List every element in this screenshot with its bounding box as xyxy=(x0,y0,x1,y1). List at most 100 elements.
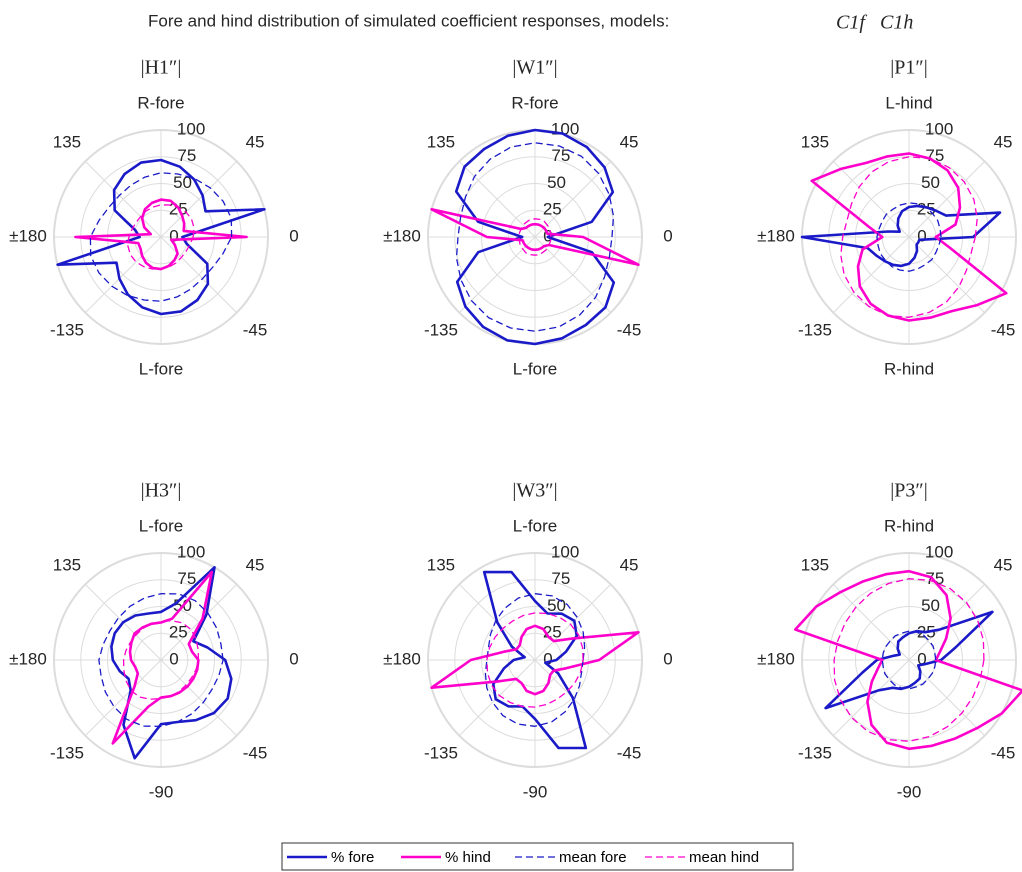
series-line xyxy=(98,593,224,727)
r-tick-label: 100 xyxy=(551,542,579,561)
series-line xyxy=(484,593,586,727)
theta-tick-label: -135 xyxy=(798,744,832,763)
theta-tick-label: -90 xyxy=(523,782,548,801)
series-line xyxy=(110,566,233,760)
series-line xyxy=(840,156,978,318)
r-tick-label: 50 xyxy=(173,173,192,192)
theta-tick-label: 45 xyxy=(994,555,1013,574)
theta-tick-label: 135 xyxy=(53,555,81,574)
theta-tick-label: -135 xyxy=(50,321,84,340)
theta-tick-label: ±180 xyxy=(383,226,421,245)
chart-title: |H3″| xyxy=(141,480,182,502)
grid-spoke xyxy=(458,236,536,314)
series-line xyxy=(482,570,588,750)
r-tick-label: 100 xyxy=(177,119,205,138)
series-line xyxy=(122,620,200,700)
model-label: C1f xyxy=(836,12,867,34)
r-tick-label: 50 xyxy=(921,596,940,615)
theta-tick-label: 135 xyxy=(427,555,455,574)
series-line xyxy=(518,218,552,256)
grid-spoke xyxy=(534,160,612,238)
theta-tick-label: 135 xyxy=(801,555,829,574)
r-tick-label: 75 xyxy=(551,146,570,165)
series-line xyxy=(454,128,616,346)
r-tick-label: 75 xyxy=(177,146,196,165)
chart-title: |W3″| xyxy=(512,480,557,502)
theta-tick-label: -45 xyxy=(243,744,268,763)
chart-title: |W1″| xyxy=(512,57,557,79)
theta-tick-label: L-fore xyxy=(513,359,557,378)
series-line xyxy=(794,569,1022,751)
r-tick-label: 25 xyxy=(543,200,562,219)
series-line xyxy=(876,202,942,272)
theta-tick-label: L-fore xyxy=(513,516,557,535)
theta-tick-label: 45 xyxy=(246,555,265,574)
legend-label: % fore xyxy=(331,849,374,866)
series-line xyxy=(833,578,985,742)
grid-spoke xyxy=(160,583,238,661)
grid-spoke xyxy=(458,659,536,737)
theta-tick-label: 135 xyxy=(801,132,829,151)
legend-label: mean fore xyxy=(559,849,627,866)
r-tick-label: 25 xyxy=(917,200,936,219)
legend-label: mean hind xyxy=(689,849,759,866)
series-line xyxy=(881,630,937,690)
series-line xyxy=(810,152,1008,322)
theta-tick-label: L-hind xyxy=(885,93,932,112)
r-tick-label: 75 xyxy=(177,569,196,588)
theta-tick-label: 0 xyxy=(289,226,298,245)
chart-title: |H1″| xyxy=(141,57,182,79)
grid-spoke xyxy=(458,160,536,238)
grid-spoke xyxy=(832,659,910,737)
grid-spoke xyxy=(160,236,238,314)
theta-tick-label: -45 xyxy=(991,321,1016,340)
grid-spoke xyxy=(534,583,612,661)
r-tick-label: 50 xyxy=(921,173,940,192)
theta-tick-label: -45 xyxy=(243,321,268,340)
theta-tick-label: ±180 xyxy=(9,226,47,245)
r-tick-label: 75 xyxy=(925,569,944,588)
grid-spoke xyxy=(84,659,162,737)
theta-tick-label: -135 xyxy=(424,321,458,340)
series-line xyxy=(127,204,195,270)
theta-tick-label: R-hind xyxy=(884,516,934,535)
r-tick-label: 0 xyxy=(917,226,926,245)
r-tick-label: 0 xyxy=(169,649,178,668)
grid-spoke xyxy=(908,583,986,661)
theta-tick-label: L-fore xyxy=(139,359,183,378)
grid-spoke xyxy=(908,160,986,238)
r-tick-label: 0 xyxy=(917,649,926,668)
theta-tick-label: 0 xyxy=(663,226,672,245)
grid-spoke xyxy=(908,236,986,314)
theta-tick-label: 45 xyxy=(620,555,639,574)
theta-tick-label: ±180 xyxy=(757,649,795,668)
theta-tick-label: 135 xyxy=(53,132,81,151)
grid-spoke xyxy=(832,236,910,314)
chart-title: |P1″| xyxy=(890,57,927,79)
grid-spoke xyxy=(160,160,238,238)
grid-spoke xyxy=(84,160,162,238)
theta-tick-label: 45 xyxy=(246,132,265,151)
theta-tick-label: R-fore xyxy=(511,93,558,112)
series-line xyxy=(56,158,266,316)
series-line xyxy=(824,610,994,710)
grid-spoke xyxy=(84,236,162,314)
r-tick-label: 0 xyxy=(543,649,552,668)
grid-spoke xyxy=(534,236,612,314)
theta-tick-label: -135 xyxy=(798,321,832,340)
r-tick-label: 100 xyxy=(177,542,205,561)
legend-label: % hind xyxy=(445,849,491,866)
theta-tick-label: 0 xyxy=(289,649,298,668)
theta-tick-label: -45 xyxy=(617,744,642,763)
theta-tick-label: -45 xyxy=(991,744,1016,763)
grid-spoke xyxy=(908,659,986,737)
grid-spoke xyxy=(832,583,910,661)
theta-tick-label: -135 xyxy=(50,744,84,763)
theta-tick-label: R-hind xyxy=(884,359,934,378)
series-line xyxy=(455,142,615,332)
model-label: C1h xyxy=(880,12,913,34)
series-line xyxy=(111,570,214,745)
theta-tick-label: -90 xyxy=(149,782,174,801)
